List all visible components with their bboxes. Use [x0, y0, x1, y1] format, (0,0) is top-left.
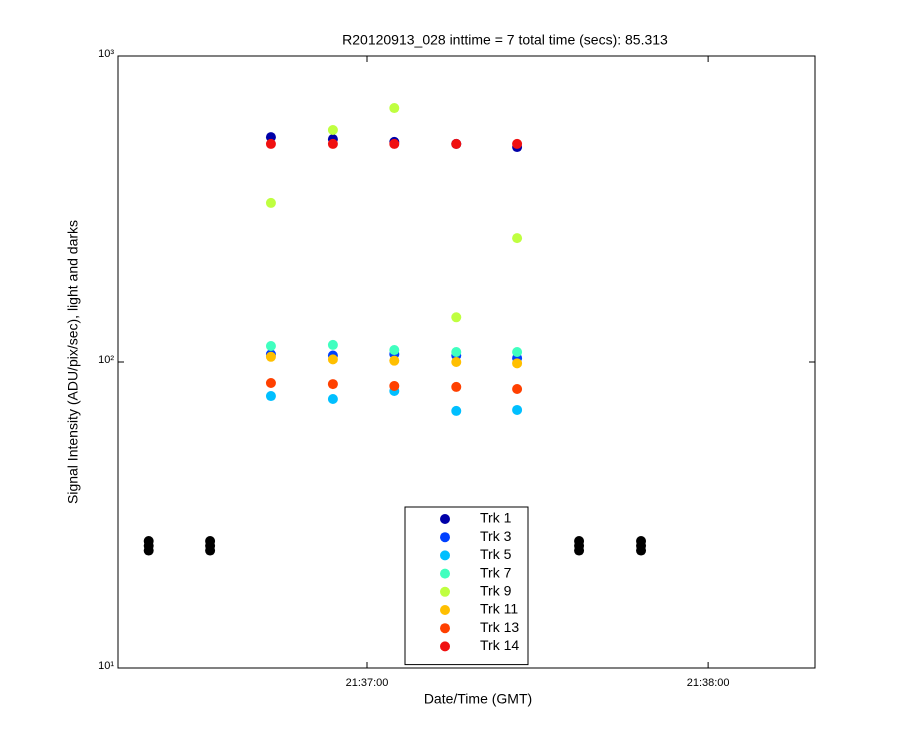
point	[265, 391, 276, 402]
legend-label: Trk 11	[480, 601, 518, 617]
point	[512, 138, 523, 149]
point	[451, 405, 462, 416]
point	[265, 138, 276, 149]
point	[512, 404, 523, 415]
legend-marker	[440, 550, 450, 561]
point	[451, 357, 462, 367]
dark-point	[143, 545, 154, 556]
point	[512, 347, 523, 358]
point	[451, 312, 462, 323]
point	[327, 379, 338, 390]
point	[327, 125, 338, 136]
point	[512, 233, 523, 244]
point	[327, 354, 338, 365]
point	[451, 138, 462, 149]
chart-title: R20120913_028 inttime = 7 total time (se…	[342, 32, 668, 48]
point	[265, 377, 276, 388]
y-axis-label: Signal Intensity (ADU/pix/sec), light an…	[65, 220, 81, 504]
legend-label: Trk 9	[480, 583, 512, 599]
point	[389, 380, 400, 391]
point	[451, 381, 462, 392]
point	[512, 358, 523, 369]
legend-box	[404, 506, 529, 666]
x-tick-label: 21:37:00	[346, 677, 389, 689]
x-axis-label: Date/Time (GMT)	[424, 691, 532, 707]
legend-marker	[440, 605, 450, 615]
legend-marker	[440, 514, 450, 524]
point	[512, 384, 523, 395]
legend-label: Trk 13	[480, 619, 519, 635]
point	[389, 103, 400, 114]
legend-marker	[440, 641, 450, 652]
x-tick-label: 21:38:00	[687, 677, 730, 689]
legend-label: Trk 1	[480, 510, 512, 526]
legend-marker	[440, 568, 450, 579]
legend-label: Trk 3	[480, 528, 512, 544]
legend-marker	[440, 532, 450, 543]
dark-point	[636, 545, 647, 556]
legend-label: Trk 14	[480, 637, 519, 653]
y-tick-label: 10¹	[98, 660, 114, 672]
point	[327, 138, 338, 149]
point	[265, 340, 276, 351]
y-tick-label: 10³	[98, 48, 114, 60]
legend-marker	[440, 623, 450, 634]
point	[389, 345, 400, 356]
legend-marker	[440, 586, 450, 597]
dark-point	[205, 545, 216, 556]
point	[327, 393, 338, 404]
point	[389, 355, 400, 366]
point	[389, 138, 400, 149]
point	[265, 197, 276, 208]
legend-label: Trk 5	[480, 546, 512, 562]
y-tick-label: 10²	[98, 354, 114, 366]
point	[451, 347, 462, 358]
point	[265, 351, 276, 362]
dark-point	[574, 545, 585, 556]
point	[327, 339, 338, 350]
legend-label: Trk 7	[480, 564, 512, 580]
